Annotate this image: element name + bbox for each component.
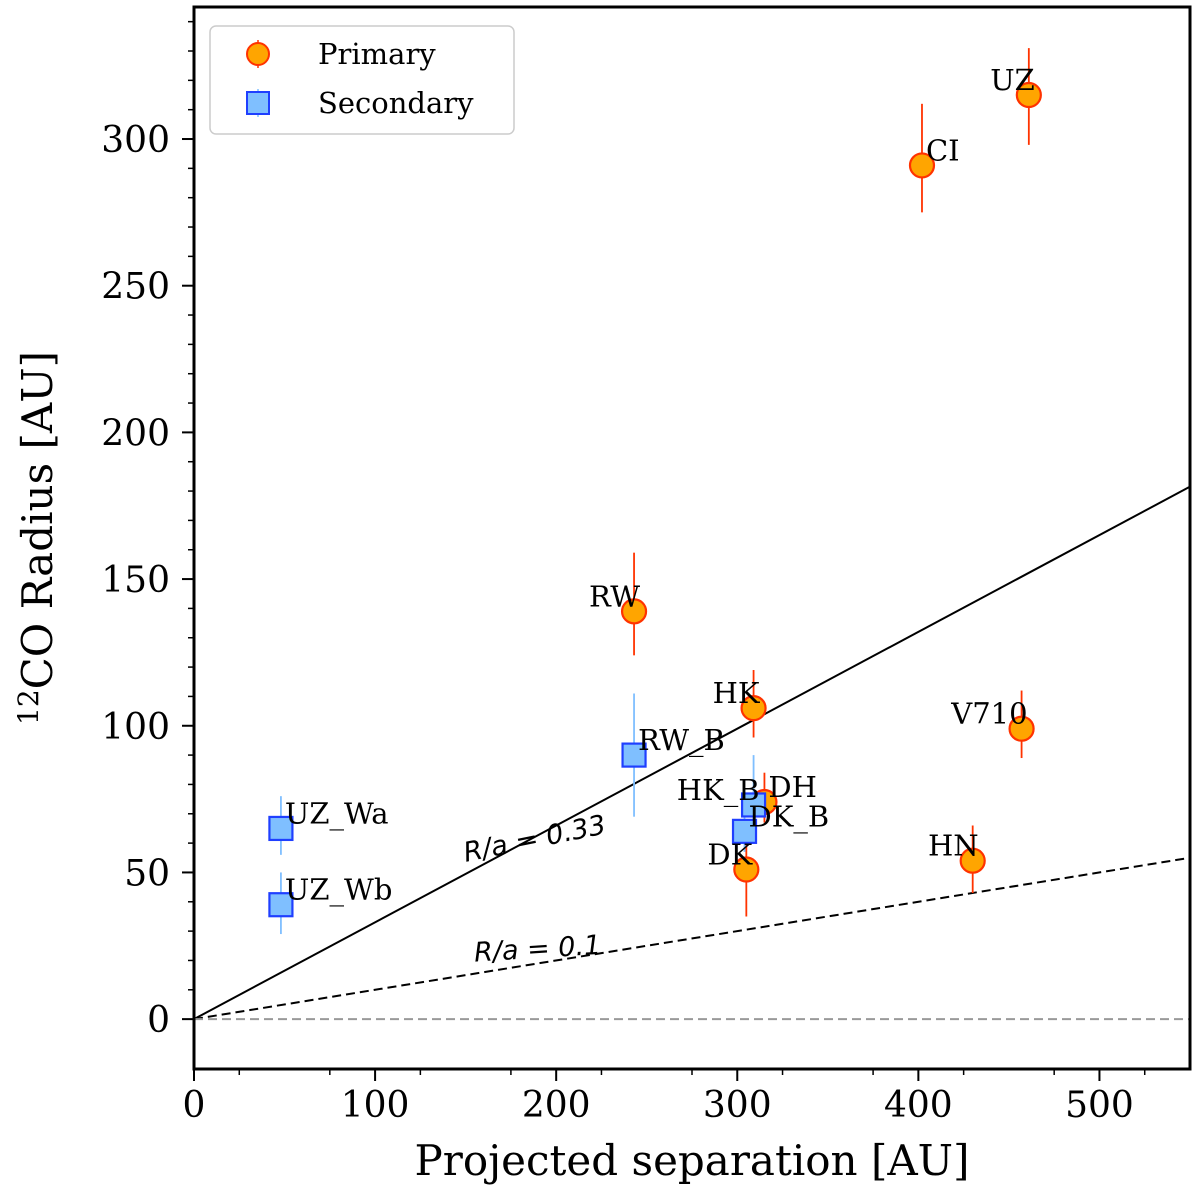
marker-RW (620, 598, 648, 625)
marker-HK_B (740, 792, 767, 818)
y-axis-label-text: CO Radius [AU] (13, 351, 62, 689)
y-tick-label: 50 (124, 853, 170, 894)
ref-line-0.1 (194, 856, 1190, 1021)
x-axis: 0 100 200 300 400 500 (183, 1069, 1146, 1126)
legend-label-primary: Primary (318, 37, 436, 71)
y-tick-label: 150 (101, 560, 170, 601)
y-tick-label: 250 (101, 267, 170, 308)
y-tick-label: 300 (101, 120, 170, 161)
x-axis-label: Projected separation [AU] (415, 1136, 970, 1185)
y-axis-label-superscript: 12 (12, 689, 45, 725)
marker-UZ_Wa (268, 815, 294, 842)
point-label-DK_B: DK_B (749, 799, 830, 834)
x-tick-label: 100 (341, 1085, 410, 1126)
legend-marker-square (246, 91, 270, 115)
marker-DK_B (731, 818, 758, 844)
marker-CI (908, 152, 936, 179)
point-label-UZ: UZ (990, 63, 1035, 97)
point-label-HN: HN (928, 829, 979, 863)
y-tick-label: 200 (101, 413, 170, 454)
point-label-UZ_Wb: UZ_Wb (285, 873, 392, 908)
marker-UZ (1015, 81, 1042, 109)
point-label-RW: RW (589, 579, 640, 613)
legend-box (209, 25, 515, 135)
point-label-V710: V710 (950, 697, 1027, 731)
marker-UZ_Wb (268, 892, 294, 918)
y-axis-label: 12CO Radius [AU] (12, 351, 62, 725)
marker-RW_B (621, 742, 647, 768)
marker-V710 (1008, 715, 1035, 742)
x-tick-label: 0 (183, 1085, 206, 1126)
point-label-RW_B: RW_B (638, 723, 725, 758)
x-tick-label: 500 (1065, 1085, 1134, 1126)
data-markers (268, 81, 1042, 918)
y-tick-label: 0 (147, 1000, 170, 1041)
marker-HK (740, 695, 767, 722)
ref-line-0.33 (194, 485, 1190, 1021)
x-tick-label: 300 (703, 1085, 772, 1126)
point-label-HK_B: HK_B (677, 773, 760, 808)
legend-marker-circle (246, 42, 270, 66)
marker-HN (959, 847, 986, 874)
x-tick-label: 200 (522, 1085, 591, 1126)
y-tick-label: 100 (101, 707, 170, 748)
point-label-UZ_Wa: UZ_Wa (285, 796, 389, 831)
marker-DK (733, 856, 760, 883)
plot-background (194, 7, 1190, 1069)
legend: Primary Secondary (209, 25, 515, 135)
legend-label-secondary: Secondary (318, 86, 474, 120)
reference-lines (194, 485, 1190, 1021)
point-label-DK: DK (707, 838, 753, 872)
y-axis: 0 50 100 150 200 250 300 (101, 20, 194, 1041)
point-label-DH: DH (768, 770, 817, 804)
point-labels: UZ CI RW HK V710 DH DK HN UZ_Wa UZ_Wb RW_B HK_BDK_B (285, 63, 1035, 908)
point-label-HK: HK (713, 676, 761, 710)
point-label-CI: CI (926, 133, 960, 167)
x-tick-label: 400 (884, 1085, 953, 1126)
